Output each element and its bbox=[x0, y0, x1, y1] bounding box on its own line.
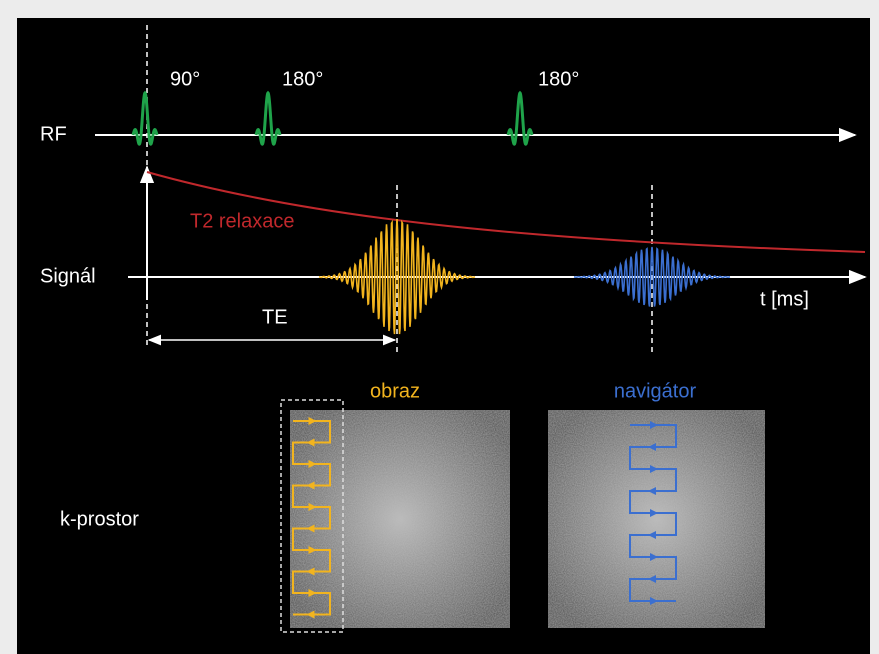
time-axis-label: t [ms] bbox=[760, 288, 809, 310]
te-label: TE bbox=[262, 306, 288, 328]
diagram: RF 90° 180° 180° T2 relaxace Signál t [m… bbox=[0, 0, 879, 654]
pulse-label: 90° bbox=[170, 68, 200, 90]
rf-label: RF bbox=[40, 123, 67, 145]
k-space-label: k-prostor bbox=[60, 508, 139, 530]
k-space-noise bbox=[548, 410, 765, 628]
relaxation-label: T2 relaxace bbox=[190, 210, 295, 232]
image-label: navigátor bbox=[614, 380, 697, 402]
pulse-label: 180° bbox=[282, 68, 323, 90]
signal-label: Signál bbox=[40, 265, 96, 287]
image-label: obraz bbox=[370, 380, 420, 402]
pulse-label: 180° bbox=[538, 68, 579, 90]
